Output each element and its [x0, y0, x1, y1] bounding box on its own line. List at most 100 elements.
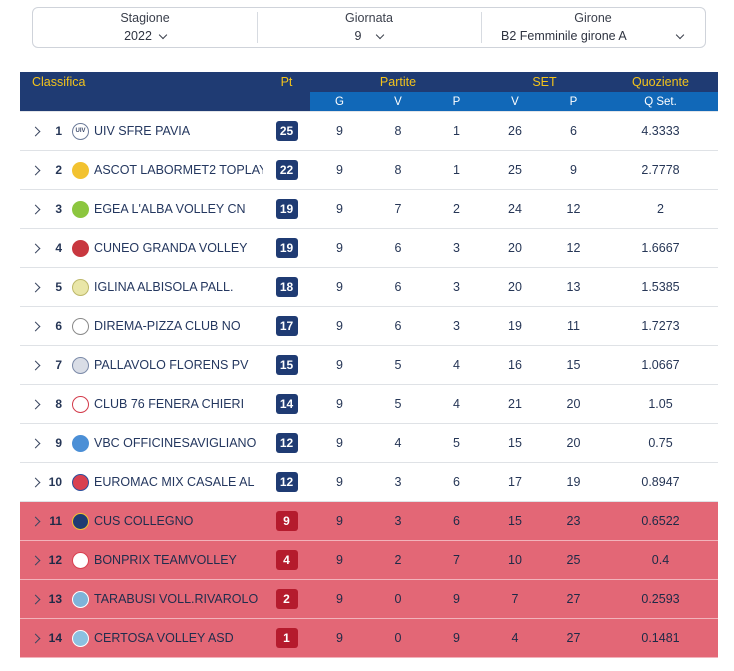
expand-row-button[interactable]: [20, 631, 44, 645]
team-position: 9: [55, 436, 62, 450]
sets-lost: 20: [566, 397, 581, 411]
team-position: 3: [55, 202, 62, 216]
team-logo-icon: [72, 239, 89, 257]
games-played: 9: [336, 202, 343, 216]
points-badge: 1: [275, 628, 298, 648]
points-badge: 9: [275, 511, 298, 531]
set-quotient: 0.8947: [641, 475, 680, 489]
team-name[interactable]: EGEA L'ALBA VOLLEY CN: [94, 202, 246, 216]
expand-row-button[interactable]: [20, 163, 44, 177]
table-row[interactable]: 11 CUS COLLEGNO 9 9 3 6 15 23 0.6522: [20, 502, 718, 541]
table-row[interactable]: 14 CERTOSA VOLLEY ASD 1 9 0 9 4 27 0.1481: [20, 619, 718, 658]
points-badge: 4: [275, 550, 298, 570]
games-won: 6: [394, 319, 402, 333]
games-played: 9: [336, 397, 343, 411]
points-badge: 12: [275, 472, 298, 492]
header-sub-columns: G V P V P Q Set.: [310, 92, 718, 111]
expand-row-button[interactable]: [20, 397, 44, 411]
header-set: SET: [532, 75, 557, 89]
expand-row-button[interactable]: [20, 319, 44, 333]
table-row[interactable]: 13 TARABUSI VOLL.RIVAROLO 2 9 0 9 7 27 0.2593: [20, 580, 718, 619]
team-name[interactable]: PALLAVOLO FLORENS PV: [94, 358, 249, 372]
team-position: 5: [55, 280, 62, 294]
set-quotient: 1.7273: [641, 319, 680, 333]
expand-row-button[interactable]: [20, 202, 44, 216]
sets-lost: 19: [566, 475, 581, 489]
expand-row-button[interactable]: [20, 475, 44, 489]
points-badge: 18: [275, 277, 298, 297]
team-name[interactable]: CLUB 76 FENERA CHIERI: [94, 397, 245, 411]
giornata-select[interactable]: Giornata 9: [257, 8, 481, 47]
table-row[interactable]: 8 CLUB 76 FENERA CHIERI 14 9 5 4 21 20 1.05: [20, 385, 718, 424]
expand-row-button[interactable]: [20, 124, 44, 138]
giornata-value[interactable]: 9: [355, 28, 385, 45]
games-lost: 1: [453, 124, 460, 138]
set-quotient: 1.0667: [641, 358, 680, 372]
standings-table: Classifica Pt Partite SET Quoziente G V …: [20, 72, 718, 658]
team-name[interactable]: BONPRIX TEAMVOLLEY: [94, 553, 237, 567]
table-row[interactable]: 3 EGEA L'ALBA VOLLEY CN 19 9 7 2 24 12 2: [20, 190, 718, 229]
sets-won: 7: [511, 592, 519, 606]
table-row[interactable]: 6 DIREMA-PIZZA CLUB NO 17 9 6 3 19 11 1.7273: [20, 307, 718, 346]
expand-row-button[interactable]: [20, 436, 44, 450]
stagione-select[interactable]: Stagione 2022: [33, 8, 257, 47]
header-p: P: [452, 95, 461, 108]
team-name[interactable]: EUROMAC MIX CASALE AL: [94, 475, 255, 489]
games-lost: 7: [453, 553, 460, 567]
games-won: 5: [394, 358, 402, 372]
table-row[interactable]: 1 UIV UIV SFRE PAVIA 25 9 8 1 26 6 4.3333: [20, 112, 718, 151]
table-row[interactable]: 2 ASCOT LABORMET2 TOPLAY 22 9 8 1 25 9 2.7778: [20, 151, 718, 190]
team-name[interactable]: CUS COLLEGNO: [94, 514, 194, 528]
girone-select[interactable]: Girone B2 Femminile girone A: [481, 8, 705, 47]
team-name[interactable]: DIREMA-PIZZA CLUB NO: [94, 319, 241, 333]
sets-won: 24: [508, 202, 522, 216]
expand-row-button[interactable]: [20, 592, 44, 606]
expand-row-button[interactable]: [20, 358, 44, 372]
points-badge: 15: [275, 355, 298, 375]
expand-row-button[interactable]: [20, 553, 44, 567]
table-row[interactable]: 4 CUNEO GRANDA VOLLEY 19 9 6 3 20 12 1.6667: [20, 229, 718, 268]
table-row[interactable]: 7 PALLAVOLO FLORENS PV 15 9 5 4 16 15 1.0667: [20, 346, 718, 385]
header-sub-spacer: [20, 92, 310, 111]
sets-lost: 23: [566, 514, 581, 528]
header-classifica: Classifica: [32, 75, 86, 89]
games-played: 9: [336, 280, 343, 294]
team-logo-icon: [72, 161, 89, 179]
games-played: 9: [336, 436, 343, 450]
chevron-down-icon: [376, 30, 385, 39]
team-name[interactable]: UIV SFRE PAVIA: [94, 124, 191, 138]
girone-value[interactable]: B2 Femminile girone A: [481, 28, 705, 45]
table-row[interactable]: 9 VBC OFFICINESAVIGLIANO 12 9 4 5 15 20 0.75: [20, 424, 718, 463]
sets-won: 17: [508, 475, 522, 489]
sets-lost: 12: [566, 202, 581, 216]
games-lost: 3: [453, 280, 460, 294]
team-logo-icon: [72, 551, 89, 569]
games-lost: 6: [453, 475, 460, 489]
team-name[interactable]: CUNEO GRANDA VOLLEY: [94, 241, 248, 255]
team-position: 4: [55, 241, 62, 255]
expand-row-button[interactable]: [20, 241, 44, 255]
sets-lost: 6: [570, 124, 577, 138]
stagione-value[interactable]: 2022: [124, 28, 168, 45]
team-name[interactable]: VBC OFFICINESAVIGLIANO: [94, 436, 257, 450]
points-cell: 22: [263, 160, 310, 180]
expand-row-button[interactable]: [20, 280, 44, 294]
chevron-right-icon: [30, 516, 40, 527]
sets-lost: 27: [566, 592, 581, 606]
games-won: 0: [394, 592, 402, 606]
chevron-right-icon: [30, 477, 40, 488]
set-quotient: 0.2593: [641, 592, 680, 606]
team-name[interactable]: TARABUSI VOLL.RIVAROLO: [94, 592, 259, 606]
table-row[interactable]: 10 EUROMAC MIX CASALE AL 12 9 3 6 17 19 0.8947: [20, 463, 718, 502]
team-name[interactable]: ASCOT LABORMET2 TOPLAY: [94, 163, 263, 177]
team-name[interactable]: CERTOSA VOLLEY ASD: [94, 631, 234, 645]
points-badge: 12: [275, 433, 298, 453]
sets-won: 21: [508, 397, 522, 411]
team-position: 14: [48, 631, 62, 645]
table-row[interactable]: 12 BONPRIX TEAMVOLLEY 4 9 2 7 10 25 0.4: [20, 541, 718, 580]
team-name[interactable]: IGLINA ALBISOLA PALL.: [94, 280, 234, 294]
team-logo-icon: [72, 278, 89, 296]
sets-lost: 20: [566, 436, 581, 450]
table-row[interactable]: 5 IGLINA ALBISOLA PALL. 18 9 6 3 20 13 1.5385: [20, 268, 718, 307]
expand-row-button[interactable]: [20, 514, 44, 528]
